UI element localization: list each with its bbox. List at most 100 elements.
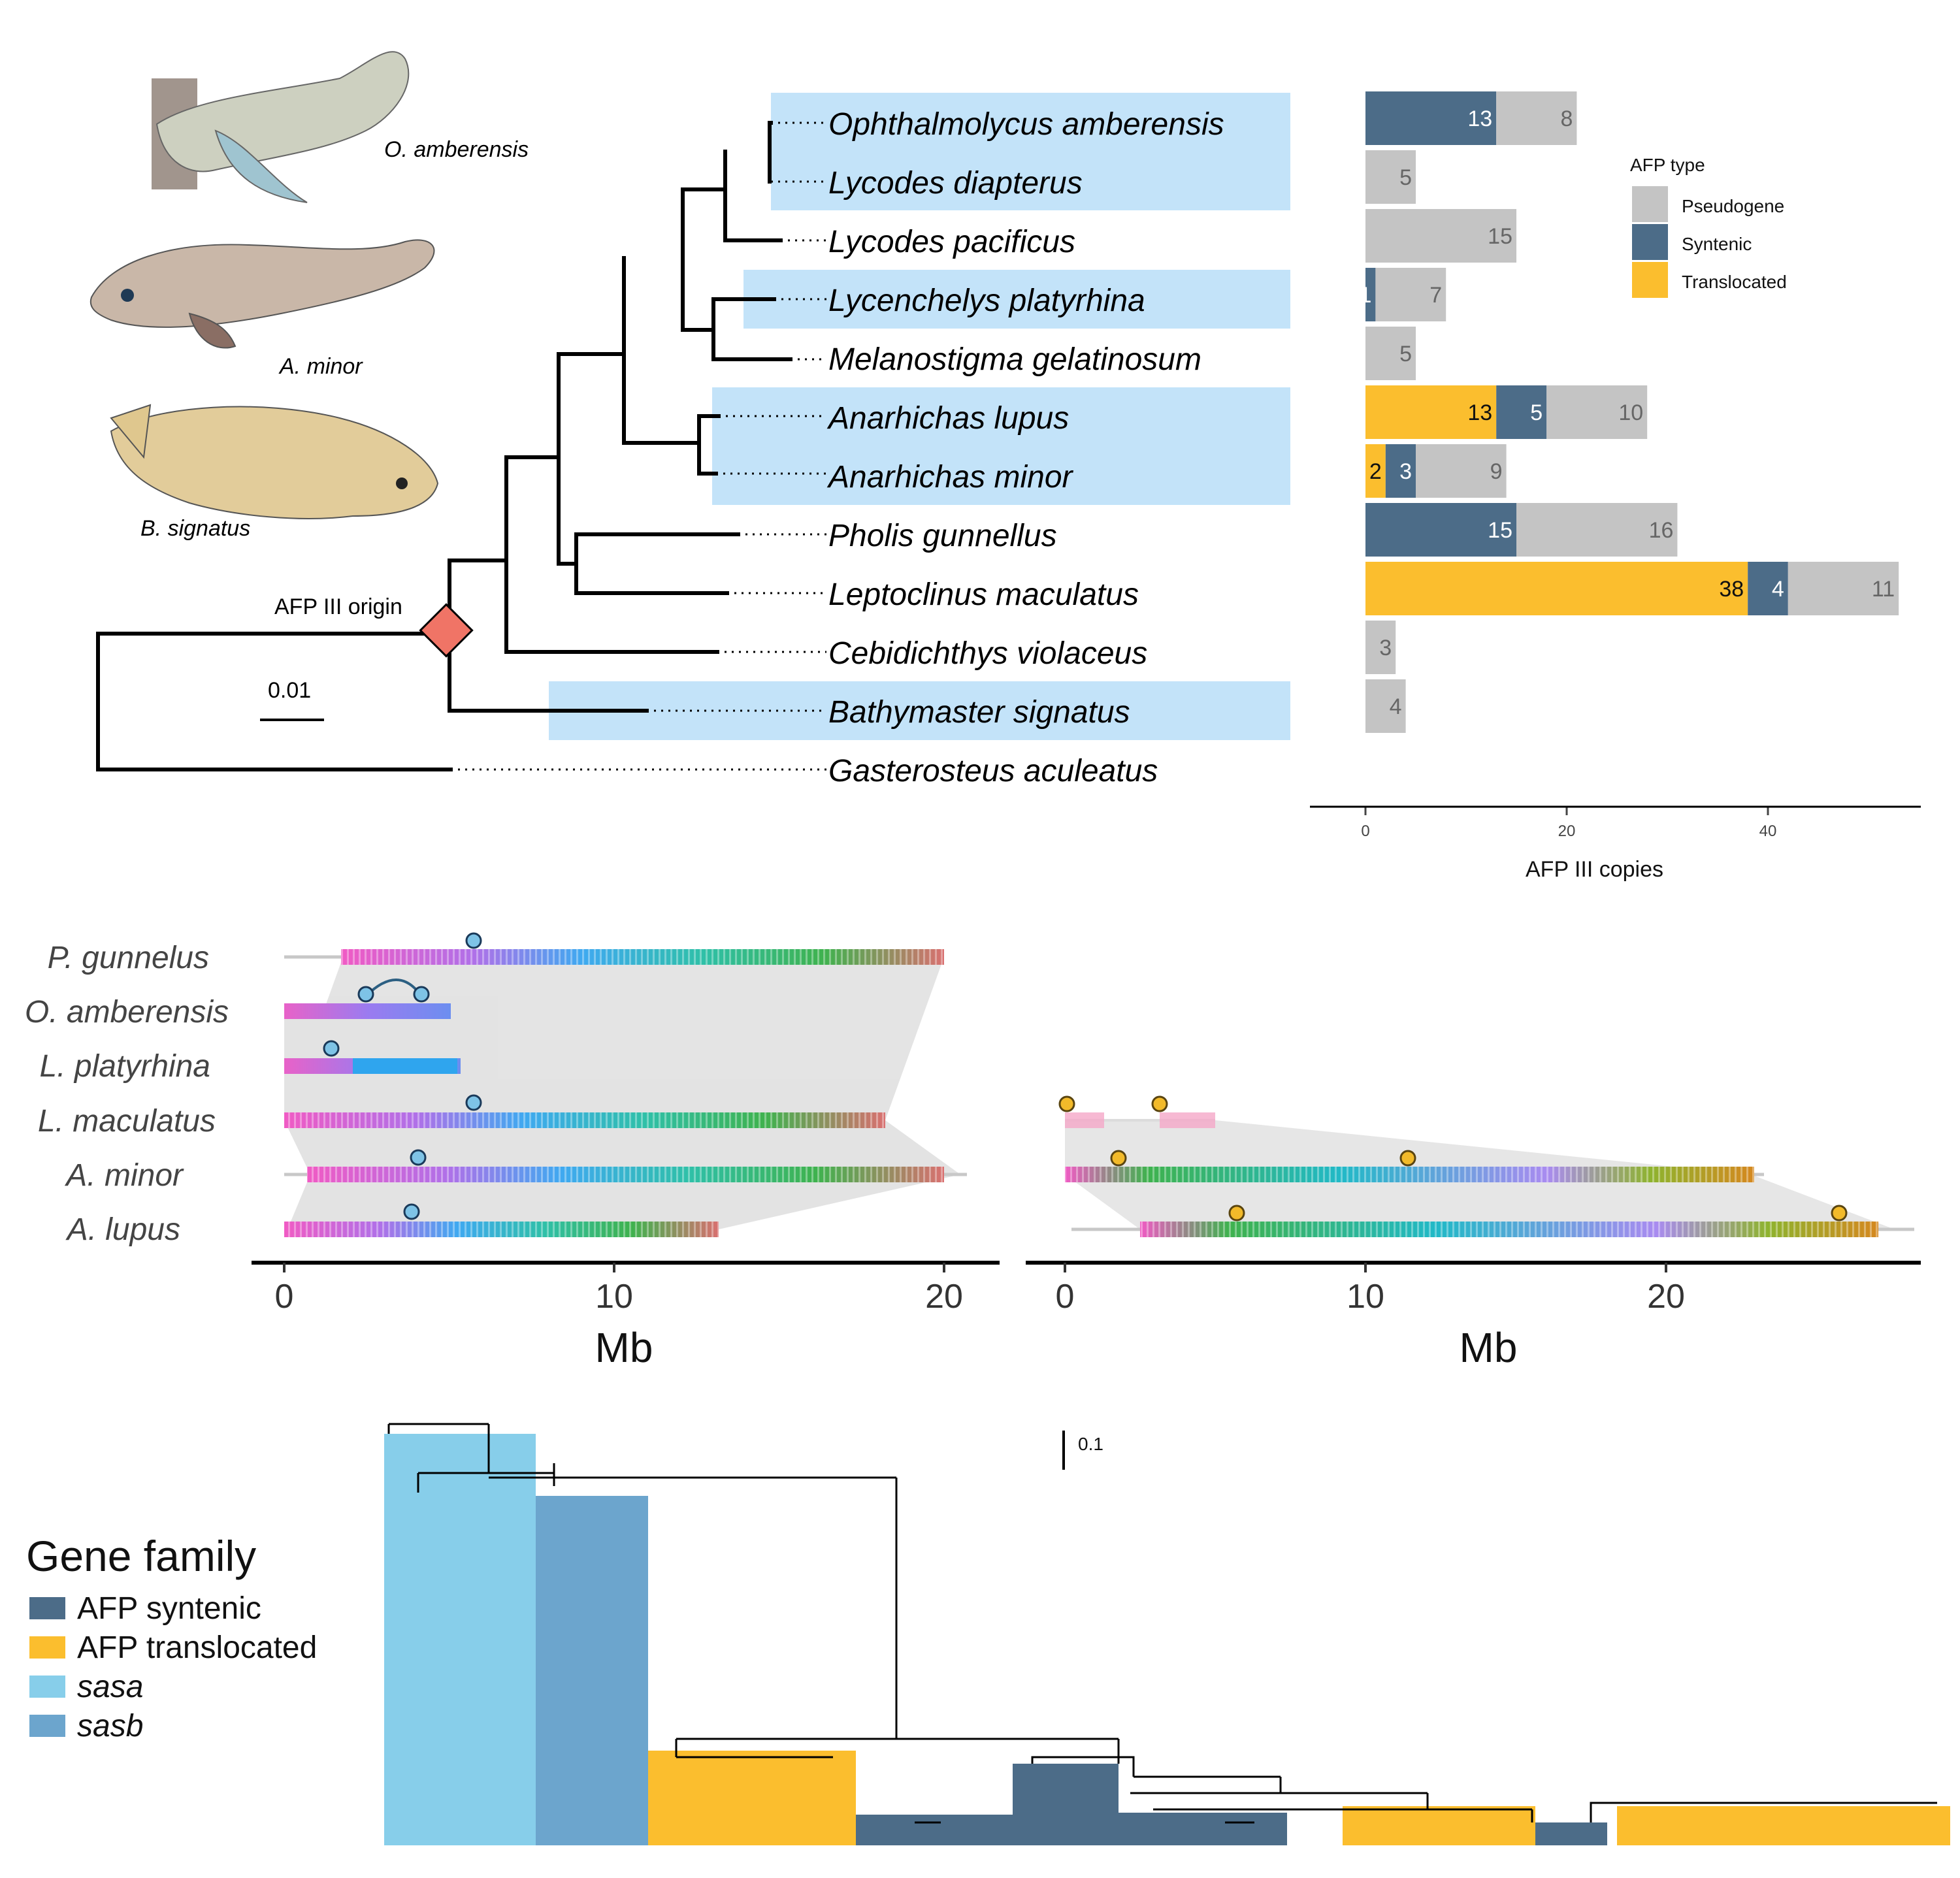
species-label: Anarhichas lupus [826, 401, 1069, 436]
bar-value-label: 3 [1379, 636, 1392, 660]
bar-value-label: 15 [1488, 224, 1512, 249]
afp-origin-label: AFP III origin [274, 594, 402, 619]
synteny-tick-label: 10 [1347, 1278, 1384, 1316]
translocated-locus-marker [1058, 1095, 1075, 1112]
clade-afp-translocated [648, 1751, 856, 1845]
bar-value-label: 4 [1772, 577, 1784, 602]
gene-family-legend-item: AFP translocated [77, 1630, 317, 1665]
synteny-panel: P. gunnelus O. amberensis L. platyrhina … [25, 932, 1921, 1371]
translocated-locus-marker [1399, 1150, 1416, 1167]
species-label: Pholis gunnellus [828, 519, 1057, 553]
bar-value-label: 10 [1618, 400, 1643, 425]
clade-sasa [384, 1434, 536, 1845]
fish-o-amberensis: O. amberensis [152, 51, 529, 203]
bar-segment-syntenic [1385, 444, 1416, 498]
clade-afp-syntenic [1119, 1813, 1287, 1845]
synteny-links-left [284, 957, 960, 1229]
legend-swatch-sasb [29, 1715, 65, 1737]
bar-value-label: 11 [1872, 577, 1895, 602]
highlight-box [743, 270, 1290, 329]
bar-segment-pseudogene [1365, 679, 1406, 733]
genome-label: A. lupus [65, 1212, 180, 1247]
species-labels: Ophthalmolycus amberensis Lycodes diapte… [826, 107, 1224, 788]
bar-segment-translocated [1365, 444, 1386, 498]
chromosome-track [284, 1003, 451, 1019]
highlight-box [771, 93, 1290, 210]
bar-x-tick-label: 0 [1361, 822, 1369, 840]
bar-value-label: 5 [1530, 400, 1543, 425]
synteny-tick-label: 0 [275, 1278, 294, 1316]
genome-label: O. amberensis [25, 995, 229, 1029]
fish-illustrations: O. amberensis A. minor B. signatus [90, 51, 529, 541]
legend-swatch-afp-translocated [29, 1636, 65, 1659]
syntenic-locus-marker [357, 986, 374, 1003]
bar-x-tick-label: 20 [1558, 822, 1576, 840]
afp-type-legend: AFP type Pseudogene Syntenic Translocate… [1630, 155, 1787, 298]
bar-segment-pseudogene [1365, 621, 1396, 674]
bar-segment-translocated [1365, 562, 1748, 615]
species-label: Ophthalmolycus amberensis [828, 107, 1224, 142]
species-label: Lycenchelys platyrhina [828, 283, 1145, 318]
gene-family-legend-item: AFP syntenic [77, 1591, 261, 1626]
legend-swatch-syntenic [1632, 224, 1668, 260]
genome-label: P. gunnelus [48, 941, 209, 975]
bar-x-axis-title: AFP III copies [1526, 857, 1663, 882]
translocated-locus-marker [1110, 1150, 1127, 1167]
gene-family-legend-item: sasb [77, 1709, 143, 1743]
syntenic-locus-marker [465, 932, 482, 949]
species-label: Gasterosteus aculeatus [828, 754, 1158, 788]
bar-value-label: 9 [1490, 459, 1503, 484]
bar-segment-translocated [1365, 385, 1497, 439]
afp-loci-markers [323, 932, 482, 1220]
clade-afp-syntenic [1013, 1764, 1119, 1845]
highlight-box [549, 681, 1290, 740]
bar-segment-pseudogene [1365, 150, 1416, 204]
bar-value-label: 5 [1399, 165, 1412, 190]
bar-value-label: 3 [1399, 459, 1412, 484]
species-label: Leptoclinus maculatus [828, 577, 1139, 612]
legend-swatch-sasa [29, 1676, 65, 1698]
clade-afp-syntenic [1535, 1822, 1607, 1845]
translocated-locus-marker [1151, 1095, 1168, 1112]
tree-scale-label: 0.01 [268, 678, 311, 703]
synteny-ticks [283, 1263, 1667, 1272]
fish-label: O. amberensis [384, 137, 529, 162]
clade-highlights [549, 93, 1290, 740]
synteny-tick-label: 20 [925, 1278, 963, 1316]
gene-family-legend: Gene family AFP syntenic AFP translocate… [26, 1532, 317, 1743]
synteny-links-right [1065, 1120, 1895, 1229]
synteny-tick-label: 20 [1647, 1278, 1685, 1316]
bar-segment-pseudogene [1375, 268, 1446, 321]
bar-value-label: 13 [1467, 106, 1492, 131]
bar-segment-pseudogene [1365, 209, 1516, 263]
leaf-dotted-lines [451, 121, 826, 771]
species-label: Melanostigma gelatinosum [828, 342, 1201, 377]
translocated-locus-marker [1831, 1205, 1848, 1222]
gene-family-legend-title: Gene family [26, 1532, 256, 1580]
clade-afp-translocated [1617, 1806, 1950, 1845]
legend-swatch-translocated [1632, 262, 1668, 298]
bar-value-label: 38 [1719, 577, 1744, 602]
fish-label: B. signatus [140, 516, 250, 541]
chromosome-tracks [284, 949, 1914, 1237]
genome-label: A. minor [64, 1158, 184, 1193]
synteny-x-title-right: Mb [1460, 1324, 1518, 1371]
bar-segment-pseudogene [1496, 91, 1577, 145]
legend-item: Pseudogene [1682, 196, 1784, 216]
afp-origin-marker [419, 603, 474, 658]
legend-title: AFP type [1630, 155, 1705, 175]
gene-family-tree: 0.1 [384, 1423, 1950, 1845]
bar-segment-syntenic [1365, 268, 1376, 321]
syntenic-locus-marker [323, 1040, 340, 1057]
bar-segment-pseudogene [1546, 385, 1648, 439]
species-label: Lycodes pacificus [828, 225, 1075, 259]
synteny-tick-label: 10 [595, 1278, 633, 1316]
synteny-tick-label: 0 [1056, 1278, 1075, 1316]
syntenic-locus-marker [465, 1094, 482, 1111]
clade-afp-syntenic [856, 1815, 1013, 1845]
gene-tree-scale-label: 0.1 [1078, 1434, 1103, 1454]
genome-label: L. platyrhina [40, 1049, 211, 1084]
syntenic-locus-marker [410, 1149, 427, 1166]
bar-value-label: 16 [1649, 518, 1674, 543]
